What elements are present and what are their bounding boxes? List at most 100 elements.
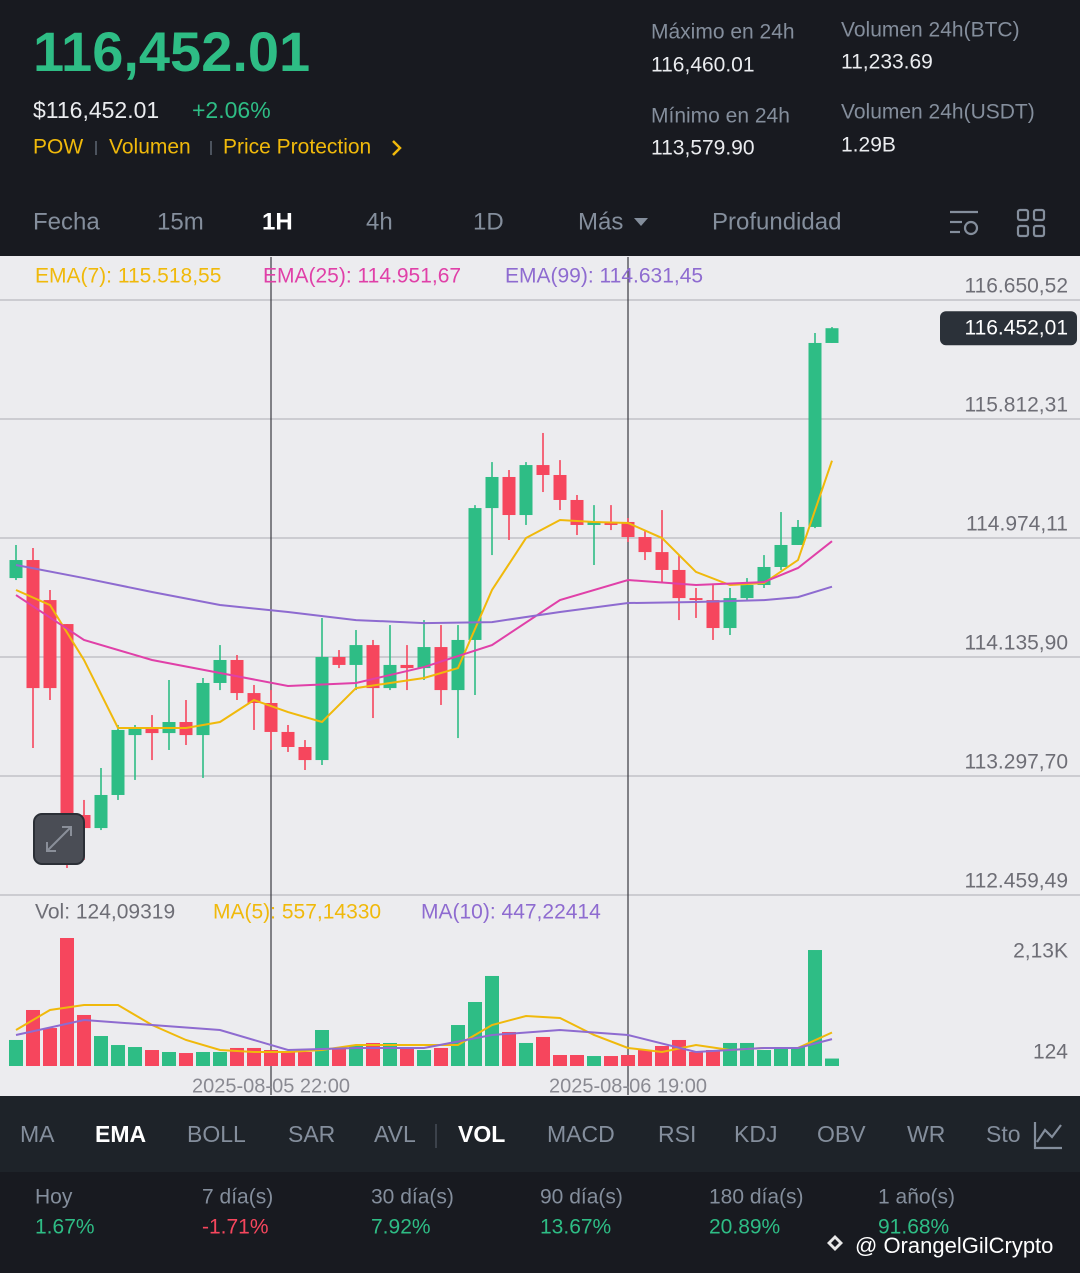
icon-part [1016,224,1030,238]
volume-bar [689,1051,703,1066]
volume-bar [655,1045,669,1066]
candle-body [502,476,516,516]
watermark: @ OrangelGilCrypto [855,1233,1053,1258]
y-tick-label: 113.297,70 [964,751,1068,774]
stat-label: Volumen 24h(BTC) [841,19,1020,42]
indicator-line [15,564,833,625]
legend-entry: EMA(99): 114.631,45 [505,265,703,288]
volume-bar [757,1050,771,1066]
x-tick-label: 2025-08-05 22:00 [192,1075,350,1097]
candle-body [468,508,482,640]
y-tick-label: 116.650,52 [964,275,1068,298]
volume-bar [196,1051,210,1066]
price-change: +2.06% [192,97,271,123]
indicator-active[interactable]: EMA [95,1121,146,1147]
indicator-line [15,1019,833,1054]
candle-body [9,560,23,579]
candle-body [349,645,363,665]
indicator-bar-bg [0,1096,1080,1172]
candle-body [689,598,703,601]
candle-body [536,465,550,475]
settings-icon[interactable] [950,210,979,236]
candle-body [145,727,159,734]
volume-bar [417,1050,431,1066]
indicator[interactable]: RSI [658,1121,696,1147]
tab[interactable]: Profundidad [712,208,841,235]
chart: 116.650,52 115.812,31 114.974,11 114.135,90… [0,257,1080,1097]
tag[interactable]: POW [33,136,83,159]
volume-bar [26,1009,40,1066]
stat-label: Volumen 24h(USDT) [841,101,1035,124]
candle-body [400,664,414,669]
indicator[interactable]: Sto [986,1121,1021,1147]
period-change: 7.92% [371,1216,431,1239]
last-price: 116,452.01 [33,20,310,83]
icon-part [1032,224,1046,238]
candle-body [26,560,40,689]
tab[interactable]: 15m [157,208,204,235]
volume-bar [570,1055,584,1066]
volume-bar [128,1047,142,1066]
candle-body [247,693,261,703]
volume-bar [213,1051,227,1066]
volume-bar [621,1055,635,1066]
volume-bar [485,975,499,1066]
tab[interactable]: 1D [473,208,504,235]
candle-body [332,656,346,665]
indicator[interactable]: MACD [547,1121,615,1147]
tab[interactable]: Más [578,208,623,235]
indicator[interactable]: AVL [374,1121,416,1147]
volume-bar [672,1039,686,1066]
tag[interactable]: Volumen [109,136,191,159]
period-label: 30 día(s) [371,1186,454,1209]
indicator-line [15,540,833,687]
volume-bar [587,1056,601,1066]
indicator[interactable]: WR [907,1121,945,1147]
indicator[interactable]: KDJ [734,1121,777,1147]
tab[interactable]: 4h [366,208,393,235]
tag[interactable]: Price Protection [223,136,371,159]
period-label: 7 día(s) [202,1186,273,1209]
candle-body [111,729,125,795]
period-change: 1.67% [35,1216,95,1239]
price-tag-label: 116.452,01 [964,317,1068,340]
expand-button[interactable] [33,813,85,865]
y-tick-label: 124 [1033,1041,1068,1064]
volume-bar [519,1042,533,1066]
price-tag [940,311,1077,346]
indicator-active[interactable]: VOL [458,1121,505,1147]
volume-bar [638,1050,652,1066]
volume-bar [434,1047,448,1066]
volume-bar [553,1055,567,1066]
chart-settings-icon[interactable] [1033,1122,1062,1150]
header-bg [0,0,1080,256]
candle-body [723,598,737,629]
icon-part [1032,208,1046,222]
indicator[interactable]: BOLL [187,1121,246,1147]
tab-active[interactable]: 1H [262,208,293,235]
indicator[interactable]: MA [20,1121,55,1147]
volume-bar [536,1036,550,1066]
volume-bar [298,1051,312,1066]
tab[interactable]: Fecha [33,208,100,235]
candle-body [740,585,754,599]
volume-bar [808,950,822,1066]
volume-bar [383,1042,397,1066]
usd-price: $116,452.01 [33,97,159,123]
performance: Hoy 1.67% 7 día(s) -1.71% 30 día(s) 7.92% 90 d… [35,1186,955,1239]
period-change: -1.71% [202,1216,269,1239]
layout-icon[interactable] [1016,208,1046,238]
candle-body [434,647,448,691]
x-tick-label: 2025-08-06 19:00 [549,1075,707,1097]
indicator[interactable]: SAR [288,1121,335,1147]
candle-body [298,746,312,761]
volume-bar [179,1053,193,1066]
legend-entry: EMA(25): 114.951,67 [263,265,461,288]
legend-entry: MA(5): 557,14330 [213,901,381,924]
indicator[interactable]: OBV [817,1121,866,1147]
candle-body [213,659,227,683]
y-tick-label: 115.812,31 [964,394,1068,417]
volume-bar [9,1039,23,1066]
candle-body [706,600,720,629]
